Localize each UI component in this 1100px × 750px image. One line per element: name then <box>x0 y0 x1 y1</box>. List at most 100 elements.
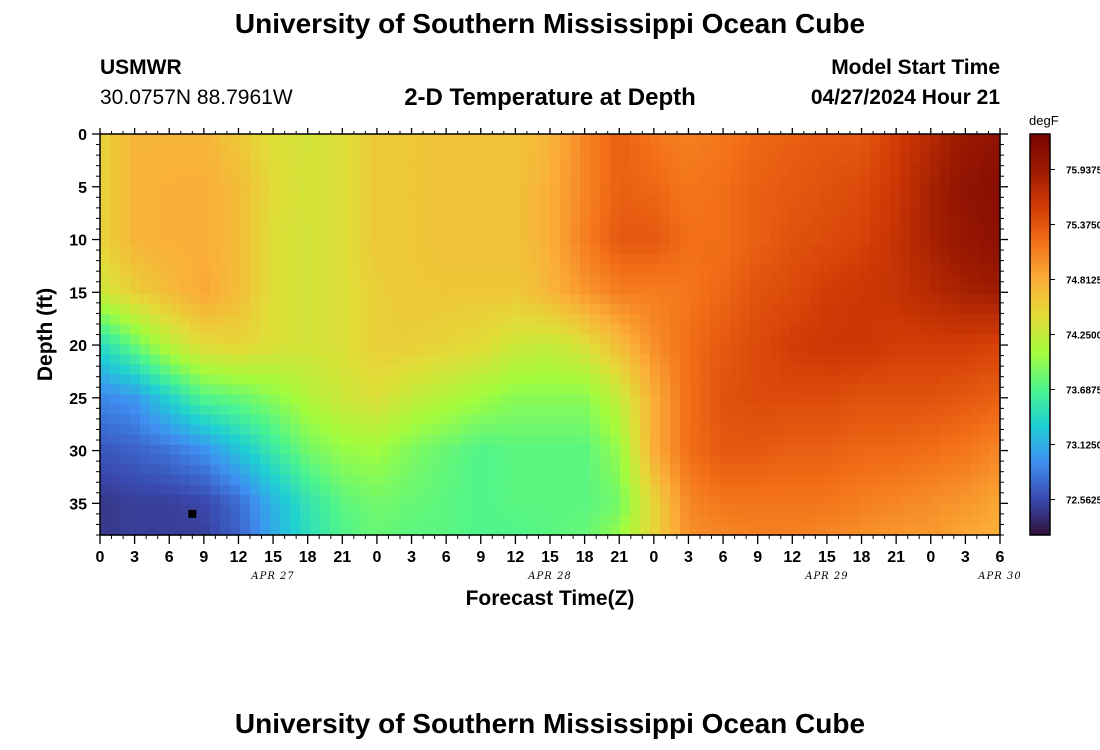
heatmap-cell <box>480 374 491 386</box>
heatmap-cell <box>230 274 241 285</box>
heatmap-cell <box>490 334 501 346</box>
heatmap-cell <box>570 324 581 336</box>
heatmap-cell <box>740 484 751 496</box>
heatmap-cell <box>940 244 951 255</box>
heatmap-cell <box>270 304 281 316</box>
heatmap-cell <box>240 334 251 346</box>
heatmap-cell <box>610 264 621 275</box>
heatmap-cell <box>510 174 521 185</box>
heatmap-cell <box>670 464 681 476</box>
heatmap-cell <box>690 354 701 366</box>
heatmap-cell <box>150 334 161 346</box>
heatmap-cell <box>630 164 641 175</box>
heatmap-cell <box>880 504 891 516</box>
heatmap-cell <box>440 144 451 155</box>
heatmap-cell <box>730 154 741 165</box>
heatmap-cell <box>190 204 201 215</box>
heatmap-cell <box>130 504 141 516</box>
heatmap-cell <box>990 294 1001 306</box>
heatmap-cell <box>530 304 541 316</box>
heatmap-cell <box>770 374 781 386</box>
heatmap-cell <box>550 384 561 396</box>
heatmap-cell <box>940 194 951 205</box>
heatmap-cell <box>960 344 971 356</box>
heatmap-cell <box>690 194 701 205</box>
heatmap-cell <box>590 184 601 195</box>
heatmap-cell <box>980 144 991 155</box>
x-tick-label: 18 <box>853 549 871 566</box>
heatmap-cell <box>370 214 381 225</box>
heatmap-cell <box>770 334 781 346</box>
heatmap-cell <box>670 304 681 316</box>
heatmap-cell <box>910 314 921 326</box>
heatmap-cell <box>810 164 821 175</box>
heatmap-cell <box>130 374 141 386</box>
heatmap-cell <box>780 254 791 265</box>
heatmap-cell <box>390 434 401 446</box>
heatmap-cell <box>540 394 551 406</box>
heatmap-cell <box>690 434 701 446</box>
heatmap-cell <box>620 294 631 306</box>
heatmap-cell <box>320 404 331 416</box>
heatmap-cell <box>450 374 461 386</box>
heatmap-cell <box>100 144 111 155</box>
heatmap-cell <box>210 294 221 306</box>
heatmap-cell <box>240 324 251 336</box>
heatmap-cell <box>990 424 1001 436</box>
heatmap-cell <box>950 494 961 506</box>
heatmap-cell <box>420 294 431 306</box>
heatmap-cell <box>640 494 651 506</box>
heatmap-cell <box>630 424 641 436</box>
heatmap-cell <box>200 444 211 456</box>
heatmap-cell <box>550 284 561 296</box>
heatmap-cell <box>350 454 361 466</box>
heatmap-cell <box>920 334 931 346</box>
heatmap-cell <box>990 304 1001 316</box>
heatmap-cell <box>500 174 511 185</box>
heatmap-cell <box>700 214 711 225</box>
heatmap-cell <box>630 344 641 356</box>
heatmap-cell <box>190 294 201 306</box>
heatmap-cell <box>800 474 811 486</box>
heatmap-cell <box>520 264 531 275</box>
heatmap-cell <box>210 274 221 285</box>
heatmap-cell <box>870 504 881 516</box>
heatmap-cell <box>590 444 601 456</box>
heatmap-cell <box>950 394 961 406</box>
heatmap-cell <box>770 264 781 275</box>
heatmap-cell <box>790 434 801 446</box>
heatmap-cell <box>240 354 251 366</box>
heatmap-cell <box>790 184 801 195</box>
heatmap-cell <box>180 444 191 456</box>
heatmap-cell <box>740 494 751 506</box>
heatmap-cell <box>510 154 521 165</box>
heatmap-cell <box>600 364 611 376</box>
heatmap-cell <box>630 484 641 496</box>
heatmap-cell <box>480 274 491 285</box>
heatmap-cell <box>220 474 231 486</box>
heatmap-cell <box>660 204 671 215</box>
heatmap-cell <box>750 514 761 526</box>
heatmap-cell <box>700 414 711 426</box>
heatmap-cell <box>860 524 871 536</box>
heatmap-cell <box>540 134 551 145</box>
heatmap-cell <box>550 304 561 316</box>
heatmap-cell <box>170 424 181 436</box>
heatmap-cell <box>860 384 871 396</box>
heatmap-cell <box>340 134 351 145</box>
heatmap-cell <box>110 394 121 406</box>
heatmap-cell <box>750 174 761 185</box>
heatmap-cell <box>820 524 831 536</box>
heatmap-cell <box>910 474 921 486</box>
heatmap-cell <box>730 494 741 506</box>
heatmap-cell <box>330 314 341 326</box>
heatmap-cell <box>530 134 541 145</box>
heatmap-cell <box>930 434 941 446</box>
heatmap-cell <box>890 424 901 436</box>
heatmap-cell <box>380 454 391 466</box>
heatmap-cell <box>660 164 671 175</box>
heatmap-cell <box>330 404 341 416</box>
heatmap-cell <box>560 204 571 215</box>
heatmap-cell <box>560 354 571 366</box>
heatmap-cell <box>720 314 731 326</box>
